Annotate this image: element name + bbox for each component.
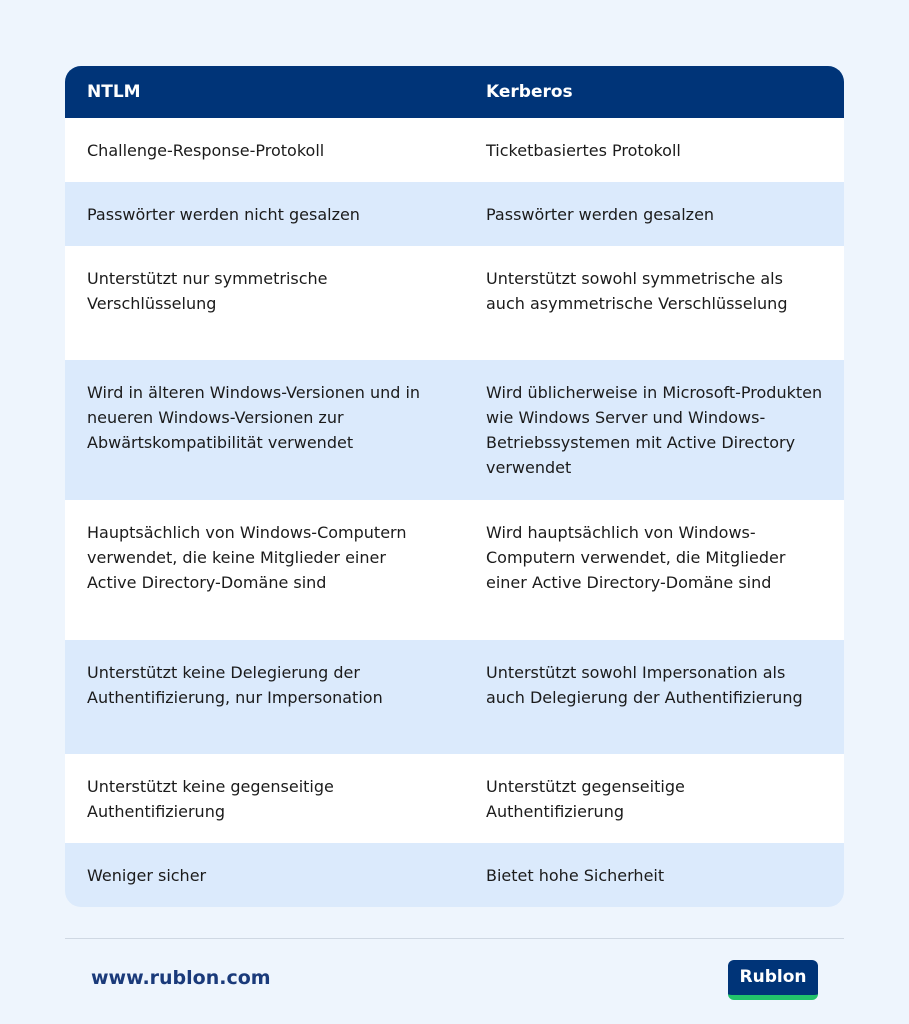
- separator: [65, 938, 844, 939]
- table-cell: Unterstützt sowohl symmetrische als auch…: [486, 269, 788, 313]
- table-cell: Unterstützt gegenseitige Authentifizieru…: [486, 777, 685, 821]
- logo: Rublon: [728, 960, 818, 1000]
- table-cell: Passwörter werden gesalzen: [486, 205, 715, 224]
- table-row: Hauptsächlich von Windows-Computern verw…: [65, 500, 844, 640]
- table-cell: Challenge-Response-Protokoll: [87, 141, 325, 160]
- header-cell: NTLM: [87, 81, 141, 102]
- header-cell: Kerberos: [486, 81, 573, 102]
- table-row: Passwörter werden nicht gesalzen Passwört…: [65, 182, 844, 246]
- table-cell: Unterstützt keine gegenseitige Authentif…: [87, 777, 334, 821]
- table-row: Weniger sicher Bietet hohe Sicherheit: [65, 843, 844, 907]
- table-row: Wird in älteren Windows-Versionen und in…: [65, 360, 844, 500]
- table-header: NTLM Kerberos: [65, 66, 844, 118]
- table-row: Unterstützt keine Delegierung der Authen…: [65, 640, 844, 754]
- table-cell: Wird üblicherweise in Microsoft-Produkte…: [486, 383, 823, 477]
- table-cell: Bietet hohe Sicherheit: [486, 866, 665, 885]
- table-cell: Hauptsächlich von Windows-Computern verw…: [87, 523, 407, 592]
- table-cell: Wird in älteren Windows-Versionen und in…: [87, 383, 421, 452]
- table-row: Challenge-Response-Protokoll Ticketbasier…: [65, 118, 844, 182]
- table-cell: Unterstützt nur symmetrische Verschlüsse…: [87, 269, 328, 313]
- table-cell: Unterstützt keine Delegierung der Authen…: [87, 663, 383, 707]
- footer-url[interactable]: www.rublon.com: [91, 967, 271, 989]
- comparison-table: NTLM Kerberos Challenge-Response-Protoko…: [65, 66, 844, 907]
- table-cell: Wird hauptsächlich von Windows-Computern…: [486, 523, 786, 592]
- table-row: Unterstützt keine gegenseitige Authentif…: [65, 754, 844, 843]
- table-row: Unterstützt nur symmetrische Verschlüsse…: [65, 246, 844, 360]
- table-cell: Ticketbasiertes Protokoll: [486, 141, 681, 160]
- table-cell: Passwörter werden nicht gesalzen: [87, 205, 360, 224]
- table-cell: Unterstützt sowohl Impersonation als auc…: [486, 663, 803, 707]
- table-cell: Weniger sicher: [87, 866, 207, 885]
